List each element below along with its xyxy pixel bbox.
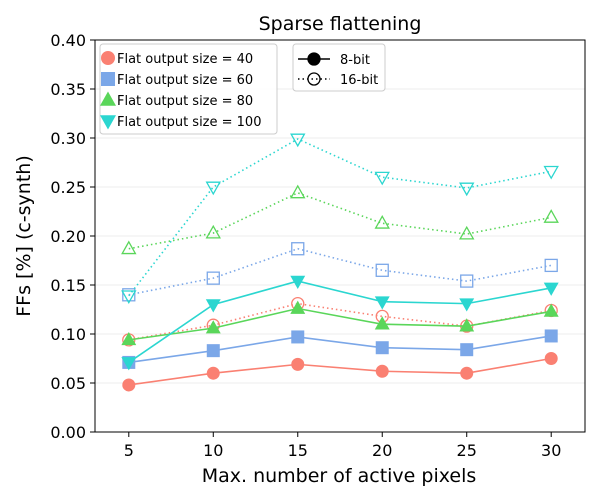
series-line [128,357,552,386]
data-point [374,215,390,229]
data-point [544,258,558,273]
axis-ticks: 0.00 0.05 0.10 0.15 0.20 0.25 0.30 0.35 0.40 5 10 1… [50,31,561,460]
legend-marker [99,115,117,130]
series-size-40-8bit [122,352,558,392]
data-point [374,316,390,330]
y-tick-label: 0.15 [50,276,86,295]
legend-label: Flat output size = 40 [117,52,253,67]
x-tick-label: 20 [372,441,392,460]
y-tick-label: 0.05 [50,374,86,393]
legend-label: 8-bit [340,53,370,68]
data-point [290,184,306,199]
x-tick-label: 30 [541,441,561,460]
data-point [291,242,305,256]
data-point [543,209,559,223]
legend-marker [99,91,117,106]
y-tick-label: 0.25 [50,178,86,197]
series-size-100-8bit [121,275,559,371]
data-point [544,352,558,365]
series-layer [121,133,559,392]
series-size-100-16bit [121,133,559,305]
legend-bit-width: 8-bit 16-bit [292,43,386,92]
data-point [459,182,475,197]
legend-label: 16-bit [340,73,378,88]
legend-label: Flat output size = 100 [117,115,261,130]
legend-marker [101,51,115,65]
y-tick-label: 0.40 [50,31,86,50]
data-point [459,225,475,240]
data-point [375,341,389,355]
legend-marker [307,52,321,66]
data-point [122,288,136,302]
legend-marker [307,72,321,86]
data-point [290,133,306,148]
data-point [291,357,305,371]
data-point [375,364,389,378]
data-point [121,290,137,305]
data-point [291,330,305,344]
legend-flat-output-size: Flat output size = 40 Flat output size = … [99,43,278,135]
series-size-80-16bit [121,184,559,255]
data-point [121,357,137,371]
legend-label: Flat output size = 80 [117,94,253,109]
data-point [460,366,474,380]
data-point [205,181,221,196]
series-size-80-8bit [121,300,559,346]
y-tick-label: 0.30 [50,129,86,148]
data-point [460,274,474,288]
series-size-60-16bit [122,242,558,302]
legend-label: Flat output size = 60 [117,73,253,88]
legend-box [99,43,278,135]
data-point [122,378,136,392]
data-point [459,298,475,312]
series-line [128,307,552,341]
x-tick-label: 15 [288,441,308,460]
data-point [205,320,221,334]
data-point [543,303,559,317]
y-axis-label: FFs [%] (c-synth) [13,155,35,317]
data-point [290,275,306,289]
data-point [459,318,475,332]
data-point [544,329,558,343]
y-tick-label: 0.10 [50,325,86,344]
y-tick-label: 0.00 [50,423,86,442]
x-tick-label: 10 [203,441,223,460]
data-point [374,296,390,310]
series-line [128,280,552,364]
legend-marker [101,72,115,86]
data-point [121,240,137,255]
x-tick-label: 5 [124,441,134,460]
data-point [206,344,220,358]
data-point [374,171,390,186]
y-tick-label: 0.35 [50,80,86,99]
data-point [121,331,137,346]
data-point [206,366,220,380]
data-point [290,300,306,314]
y-tick-label: 0.20 [50,227,86,246]
data-point [460,343,474,357]
x-axis-label: Max. number of active pixels [202,465,477,487]
data-point [543,165,559,180]
chart-title: Sparse flattening [259,13,422,35]
data-point [375,263,389,277]
data-point [205,299,221,313]
x-tick-label: 25 [457,441,477,460]
series-line [128,335,552,364]
data-point [205,224,221,239]
data-point [543,282,559,296]
data-point [206,271,220,285]
